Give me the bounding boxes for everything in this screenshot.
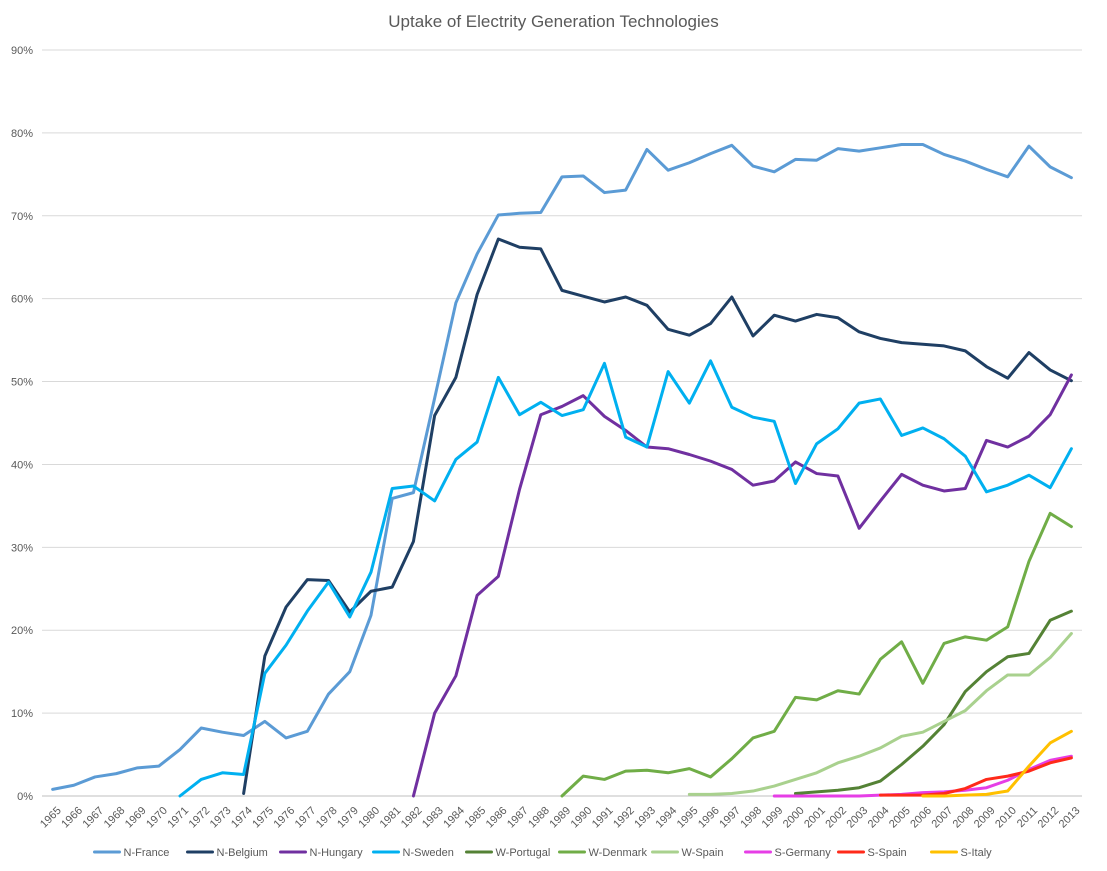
x-axis: 1965196619671968196919701971197219731974… [38,805,1083,831]
x-tick-label: 1978 [314,805,340,831]
legend: N-France N-Belgium N-Hungary N-Sweden W-Port… [93,847,993,859]
x-tick-label: 1965 [38,805,64,831]
y-tick-label: 60% [11,294,33,306]
x-tick-label: 1969 [123,805,149,831]
x-tick-label: 1976 [271,805,297,831]
y-tick-label: 90% [11,45,33,57]
x-tick-label: 2012 [1036,805,1062,831]
legend-label-w-portugal: W-Portugal [496,847,551,859]
x-tick-label: 2002 [823,805,849,831]
x-tick-label: 1977 [293,805,319,831]
x-tick-label: 1980 [356,805,382,831]
y-tick-label: 0% [17,791,33,803]
x-tick-label: 1982 [399,805,425,831]
y-tick-label: 20% [11,625,33,637]
x-tick-label: 1966 [59,805,85,831]
series-line-w-portugal [793,609,1073,796]
series-line-w-spain [687,632,1073,796]
x-tick-label: 1974 [229,805,255,831]
x-tick-label: 1998 [738,805,764,831]
legend-label-s-germany: S-Germany [775,847,832,859]
x-tick-label: 1970 [144,805,170,831]
x-tick-label: 2009 [972,805,998,831]
legend-label-n-sweden: N-Sweden [403,847,454,859]
x-tick-label: 1972 [187,805,213,831]
x-tick-label: 1986 [484,805,510,831]
x-tick-label: 1988 [526,805,552,831]
y-tick-label: 50% [11,377,33,389]
x-tick-label: 2005 [887,805,913,831]
x-tick-label: 2000 [781,805,807,831]
x-tick-label: 1975 [250,805,276,831]
y-tick-label: 80% [11,128,33,140]
x-tick-label: 1999 [760,805,786,831]
legend-label-n-france: N-France [124,847,170,859]
x-tick-label: 1981 [378,805,404,831]
x-tick-label: 1995 [675,805,701,831]
x-tick-label: 1993 [632,805,658,831]
x-tick-label: 1983 [420,805,446,831]
x-tick-label: 1985 [463,805,489,831]
y-tick-label: 70% [11,211,33,223]
x-tick-label: 1967 [80,805,106,831]
legend-label-w-denmark: W-Denmark [589,847,648,859]
series-line-w-denmark [560,511,1073,798]
gridlines [42,49,1082,797]
y-tick-label: 40% [11,459,33,471]
x-tick-label: 1984 [441,805,467,831]
series-line-s-italy [921,729,1073,798]
x-tick-label: 1979 [335,805,361,831]
x-tick-label: 1997 [717,805,743,831]
x-tick-label: 2013 [1057,805,1083,831]
x-tick-label: 1987 [505,805,531,831]
series-line-n-sweden [178,359,1073,798]
y-tick-label: 10% [11,708,33,720]
series-line-s-spain [878,756,1073,797]
x-tick-label: 2003 [845,805,871,831]
x-tick-label: 1973 [208,805,234,831]
x-tick-label: 1971 [165,805,191,831]
x-tick-label: 2001 [802,805,828,831]
series-line-n-belgium [242,237,1073,796]
x-tick-label: 1994 [654,805,680,831]
x-tick-label: 2010 [993,805,1019,831]
x-tick-label: 1996 [696,805,722,831]
x-tick-label: 2004 [866,805,892,831]
series-line-s-germany [772,754,1073,798]
x-tick-label: 1989 [547,805,573,831]
x-tick-label: 2008 [951,805,977,831]
legend-label-w-spain: W-Spain [682,847,724,859]
y-axis: 0% 10% 20% 30% 40% 50% 60% 70% 80% 90% [11,45,33,803]
x-tick-label: 1992 [611,805,637,831]
legend-label-s-spain: S-Spain [868,847,907,859]
x-tick-label: 1990 [569,805,595,831]
legend-label-n-hungary: N-Hungary [310,847,364,859]
x-tick-label: 1991 [590,805,616,831]
x-tick-label: 2011 [1015,805,1040,830]
legend-label-s-italy: S-Italy [961,847,993,859]
series-lines [51,142,1073,798]
series-line-n-france [51,142,1073,791]
series-line-n-hungary [411,373,1073,798]
x-tick-label: 2007 [929,805,955,831]
legend-label-n-belgium: N-Belgium [217,847,268,859]
x-tick-label: 1968 [102,805,128,831]
chart-title: Uptake of Electrity Generation Technolog… [388,12,719,31]
y-tick-label: 30% [11,542,33,554]
x-tick-label: 2006 [908,805,934,831]
